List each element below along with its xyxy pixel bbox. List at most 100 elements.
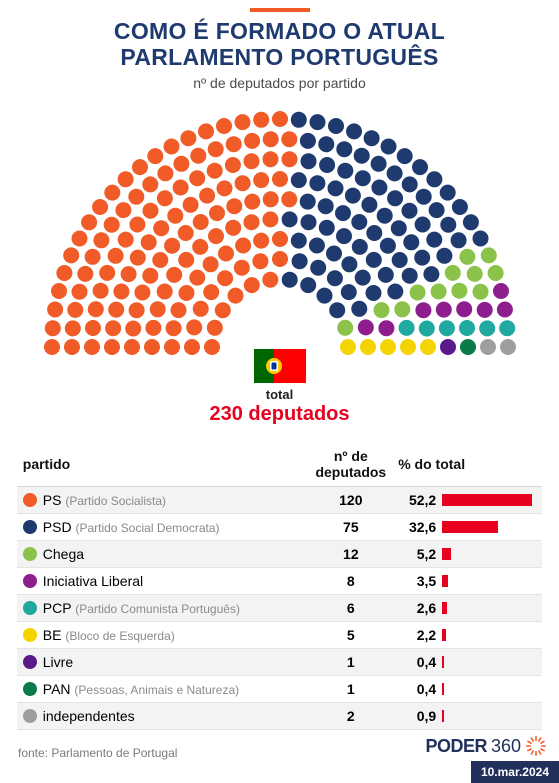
seat-dot — [418, 320, 434, 336]
seat-dot — [224, 157, 240, 173]
seat-dot — [104, 184, 120, 200]
party-swatch — [23, 520, 37, 534]
seat-dot — [104, 339, 120, 355]
seat-dot — [243, 214, 259, 230]
seat-dot — [351, 239, 367, 255]
seat-dot — [346, 123, 362, 139]
table-row: BE (Bloco de Esquerda)52,2 — [17, 621, 542, 648]
party-swatch — [23, 709, 37, 723]
seat-dot — [71, 230, 87, 246]
seat-dot — [199, 187, 215, 203]
brand-main: PODER — [425, 736, 487, 757]
seat-dot — [317, 198, 333, 214]
seat-dot — [184, 339, 200, 355]
seat-dot — [326, 270, 342, 286]
seat-dot — [420, 339, 436, 355]
seat-dot — [99, 265, 115, 281]
seat-dot — [415, 302, 431, 318]
seat-dot — [186, 319, 202, 335]
party-abbr: Livre — [43, 654, 73, 670]
seat-dot — [173, 156, 189, 172]
seat-dot — [472, 230, 488, 246]
seat-dot — [253, 172, 269, 188]
seat-dot — [44, 339, 60, 355]
seat-dot — [204, 339, 220, 355]
party-pct: 3,5 — [398, 573, 436, 589]
seat-dot — [156, 283, 172, 299]
seat-dot — [300, 214, 316, 230]
party-count: 12 — [309, 540, 392, 567]
parliament-svg — [40, 105, 520, 355]
seat-dot — [451, 199, 467, 215]
seat-dot — [272, 171, 288, 187]
seat-dot — [340, 339, 356, 355]
party-swatch — [23, 682, 37, 696]
table-row: Livre10,4 — [17, 648, 542, 675]
party-count: 6 — [309, 594, 392, 621]
party-count: 120 — [309, 486, 392, 513]
party-pct: 52,2 — [398, 492, 436, 508]
seat-dot — [499, 320, 515, 336]
party-pct: 0,9 — [398, 708, 436, 724]
party-swatch — [23, 628, 37, 642]
seat-dot — [415, 189, 431, 205]
seat-dot — [87, 301, 103, 317]
seat-dot — [216, 180, 232, 196]
seat-dot — [152, 252, 168, 268]
seat-dot — [253, 112, 269, 128]
seat-dot — [192, 214, 208, 230]
title-line-1: COMO É FORMADO O ATUAL — [114, 18, 445, 44]
seat-dot — [337, 163, 353, 179]
seat-dot — [426, 171, 442, 187]
seat-dot — [44, 320, 60, 336]
seat-dot — [108, 301, 124, 317]
seat-dot — [156, 190, 172, 206]
seat-dot — [436, 248, 452, 264]
seat-dot — [444, 265, 460, 281]
seat-dot — [235, 237, 251, 253]
seat-dot — [84, 339, 100, 355]
party-abbr: PSD — [43, 519, 72, 535]
seat-dot — [225, 220, 241, 236]
seat-dot — [337, 320, 353, 336]
seat-dot — [500, 339, 516, 355]
party-pct: 0,4 — [398, 654, 436, 670]
seat-dot — [480, 247, 496, 263]
seat-dot — [341, 256, 357, 272]
seat-dot — [163, 138, 179, 154]
party-abbr: Iniciativa Liberal — [43, 573, 143, 589]
party-pct: 0,4 — [398, 681, 436, 697]
seat-dot — [167, 208, 183, 224]
seat-dot — [218, 245, 234, 261]
seat-dot — [466, 266, 482, 282]
seat-dot — [340, 284, 356, 300]
seat-dot — [262, 151, 278, 167]
seat-dot — [387, 283, 403, 299]
page-subtitle: nº de deputados por partido — [0, 75, 559, 91]
seat-dot — [480, 339, 496, 355]
party-count: 75 — [309, 513, 392, 540]
seat-dot — [262, 211, 278, 227]
total-value: 230 deputados — [0, 403, 559, 426]
pct-bar — [442, 602, 446, 614]
seat-dot — [390, 220, 406, 236]
party-swatch — [23, 547, 37, 561]
seat-dot — [170, 302, 186, 318]
seat-dot — [379, 238, 395, 254]
seat-dot — [479, 320, 495, 336]
seat-dot — [460, 339, 476, 355]
seat-dot — [128, 302, 144, 318]
page-title: COMO É FORMADO O ATUAL PARLAMENTO PORTUG… — [0, 18, 559, 71]
seat-dot — [370, 156, 386, 172]
seat-dot — [377, 267, 393, 283]
seat-dot — [299, 193, 315, 209]
seat-dot — [128, 189, 144, 205]
seat-dot — [451, 283, 467, 299]
brand-sub: 360 — [491, 736, 521, 757]
party-full: (Partido Comunista Português) — [75, 602, 240, 616]
seat-dot — [206, 163, 222, 179]
seat-dot — [409, 284, 425, 300]
seat-dot — [244, 133, 260, 149]
seat-dot — [426, 231, 442, 247]
pct-bar — [442, 548, 451, 560]
